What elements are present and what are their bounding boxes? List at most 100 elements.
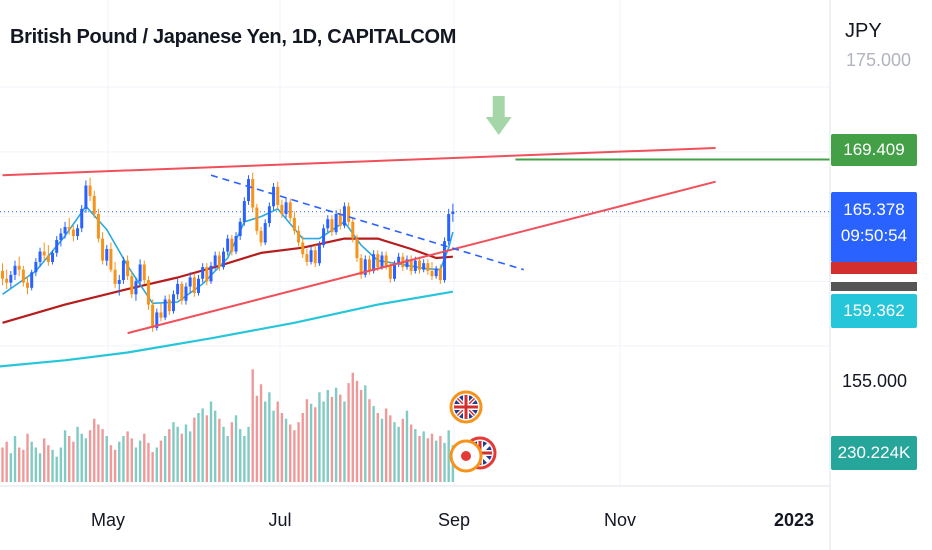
candle xyxy=(84,180,88,213)
volume-bar xyxy=(314,407,317,482)
candle xyxy=(138,259,142,286)
candle xyxy=(92,190,96,218)
volume-bar xyxy=(439,436,442,482)
volume-bar xyxy=(130,438,133,482)
last-price-label: 165.378 09:50:54 xyxy=(831,192,917,262)
candle-body xyxy=(222,251,226,268)
candle-body xyxy=(96,214,100,239)
candle xyxy=(263,219,267,246)
candle xyxy=(17,256,21,277)
down-arrow-marker xyxy=(485,96,512,135)
ma-mid-line xyxy=(2,237,453,324)
candle xyxy=(167,294,171,315)
candle-body xyxy=(430,270,434,277)
volume-bar xyxy=(13,436,17,482)
candle-body xyxy=(51,252,55,262)
candle-body xyxy=(288,202,292,218)
candle xyxy=(330,215,334,237)
candle-body xyxy=(196,278,200,293)
volume-bar xyxy=(180,433,184,482)
drawings[interactable] xyxy=(2,96,831,335)
candle-body xyxy=(176,283,180,295)
volume-bar xyxy=(293,430,296,482)
candle xyxy=(130,270,134,299)
volume-bar xyxy=(409,424,413,482)
volume-bar xyxy=(351,372,354,482)
volume-bar xyxy=(122,436,125,482)
candle xyxy=(155,308,159,331)
volume-bar xyxy=(201,408,204,482)
candle-body xyxy=(159,312,163,318)
volume-bar xyxy=(289,424,292,482)
candle-body xyxy=(134,281,138,295)
candle xyxy=(42,242,46,261)
volume-bar xyxy=(447,430,450,482)
candle-body xyxy=(76,228,80,237)
volume-bar xyxy=(430,433,434,482)
volume-bar xyxy=(55,456,58,482)
candle-body xyxy=(26,282,30,288)
ma-slow-line xyxy=(0,290,454,368)
volume-bar xyxy=(155,447,158,482)
volume-bar xyxy=(255,395,259,482)
candle-body xyxy=(84,185,88,209)
time-tick-2023: 2023 xyxy=(773,510,815,530)
volume-bar xyxy=(347,383,350,482)
candle xyxy=(171,290,175,314)
candle-body xyxy=(113,269,117,284)
volume-bar xyxy=(339,394,342,482)
volume-bar xyxy=(318,392,321,482)
candle xyxy=(209,261,213,284)
candle xyxy=(180,281,184,305)
candle xyxy=(201,263,205,283)
japan-uk-flag-event-icon[interactable] xyxy=(449,436,497,473)
candle-body xyxy=(438,268,442,281)
volume-bar xyxy=(359,390,363,482)
volume-bar xyxy=(109,445,113,482)
candle-body xyxy=(313,250,317,264)
candle-body xyxy=(322,228,326,246)
volume-bar xyxy=(26,433,29,482)
candle-body xyxy=(92,195,96,215)
volume-bar xyxy=(414,429,417,482)
candle xyxy=(88,177,92,202)
volume-bar xyxy=(355,380,359,482)
time-tick-sep: Sep xyxy=(437,510,471,530)
candle-body xyxy=(209,265,213,282)
candle-body xyxy=(226,238,230,252)
volume-bar xyxy=(222,426,225,482)
candles[interactable] xyxy=(1,172,455,332)
candle xyxy=(405,255,409,270)
candle-body xyxy=(372,254,376,271)
candle-body xyxy=(67,226,71,230)
candle xyxy=(259,226,263,247)
candle-body xyxy=(251,179,255,208)
candle-body xyxy=(338,214,342,226)
candle-body xyxy=(63,226,67,234)
volume-bar xyxy=(259,384,263,482)
candle-body xyxy=(301,242,305,255)
candle xyxy=(80,204,84,233)
candle-body xyxy=(30,272,34,288)
uk-flag-event-icon[interactable] xyxy=(449,390,483,424)
candle xyxy=(272,182,276,211)
candle xyxy=(276,181,280,209)
candle xyxy=(105,245,109,266)
candle xyxy=(434,265,438,279)
candle-body xyxy=(167,299,171,312)
candle-body xyxy=(121,260,125,281)
volume-bar xyxy=(380,418,384,482)
volume-bar xyxy=(426,438,430,482)
candle xyxy=(342,202,346,229)
last-price-value: 165.378 xyxy=(843,200,905,219)
volume-bar xyxy=(1,447,4,482)
candle xyxy=(63,221,67,239)
chart-title: British Pound / Japanese Yen, 1D, CAPITA… xyxy=(10,26,457,48)
candle-body xyxy=(88,185,92,196)
volume-bar xyxy=(147,442,150,482)
candle xyxy=(217,251,221,271)
candle xyxy=(188,272,192,293)
moving-averages xyxy=(0,205,454,368)
